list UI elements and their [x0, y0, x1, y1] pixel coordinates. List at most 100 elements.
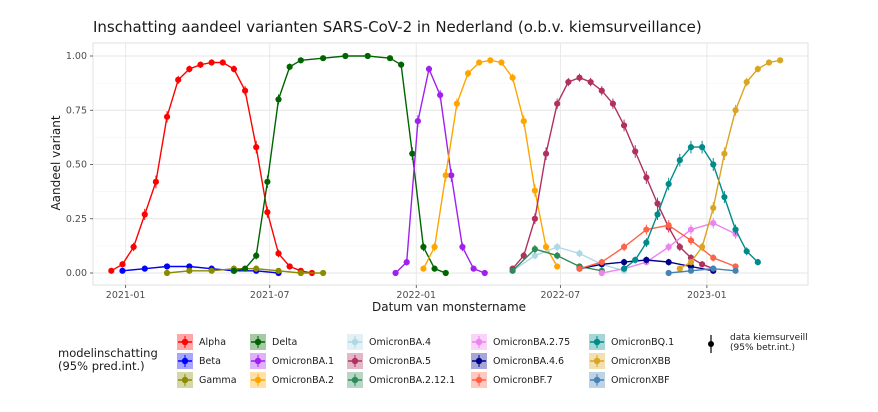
- data-point: [554, 252, 561, 259]
- legend-label: OmicronBA.2.75: [493, 336, 571, 348]
- legend-key: [471, 353, 487, 369]
- data-point: [241, 265, 249, 272]
- y-tick-label: 1.00: [66, 51, 87, 62]
- data-point: [437, 91, 444, 99]
- data-point: [620, 243, 628, 251]
- legend-item: OmicronBA.2: [250, 372, 334, 388]
- data-point: [643, 226, 650, 233]
- data-point: [297, 57, 304, 64]
- legend-item: OmicronBQ.1: [589, 334, 674, 350]
- y-tick-label: 0.00: [66, 268, 87, 279]
- data-point: [487, 57, 494, 64]
- data-point: [230, 65, 238, 73]
- data-point: [163, 113, 171, 120]
- data-point: [442, 172, 449, 179]
- data-point: [687, 267, 695, 274]
- data-point: [654, 200, 661, 207]
- x-axis-title: Datum van monstername: [372, 300, 527, 314]
- data-point: [509, 267, 516, 274]
- legend-item: OmicronBA.2.12.1: [347, 372, 455, 388]
- data-point: [230, 267, 238, 274]
- data-point: [431, 265, 438, 272]
- data-point: [186, 263, 193, 270]
- x-tick-label: 2022-01: [396, 290, 436, 301]
- data-point: [520, 118, 527, 125]
- data-point: [576, 265, 583, 272]
- legend-item: OmicronBA.5: [347, 353, 431, 369]
- legend-key: [177, 334, 193, 350]
- data-point: [643, 174, 650, 181]
- data-point: [665, 180, 672, 188]
- data-point: [620, 265, 628, 272]
- legend-label: OmicronBA.4: [369, 336, 432, 348]
- y-tick-label: 0.25: [66, 214, 87, 225]
- data-point: [676, 265, 683, 272]
- series-line: [579, 224, 736, 270]
- data-point: [119, 267, 126, 274]
- legend-label: Gamma: [199, 374, 237, 386]
- data-point: [163, 269, 171, 277]
- legend-item: OmicronBA.4: [347, 334, 431, 350]
- legend-label: OmicronBF.7: [493, 374, 553, 386]
- data-point: [414, 118, 421, 125]
- legend-item: Gamma: [177, 372, 237, 388]
- data-point: [542, 243, 550, 251]
- legend-item: OmicronBF.7: [471, 372, 553, 388]
- data-point: [598, 87, 605, 94]
- legend-item: Delta: [250, 334, 297, 350]
- data-point: [609, 100, 617, 107]
- data-point: [498, 59, 505, 66]
- legend-item: OmicronBA.4.6: [471, 353, 564, 369]
- data-point: [175, 76, 182, 83]
- data-point: [219, 59, 226, 66]
- data-point: [743, 78, 750, 86]
- data-point: [710, 219, 717, 227]
- data-point: [777, 57, 784, 64]
- data-point: [699, 261, 706, 268]
- data-point: [275, 250, 282, 257]
- data-point: [710, 204, 717, 211]
- data-point: [632, 148, 639, 155]
- data-point: [732, 267, 739, 274]
- data-point: [453, 100, 460, 107]
- data-point: [710, 161, 717, 168]
- x-tick-label: 2022-07: [541, 290, 581, 301]
- data-point: [654, 211, 661, 218]
- legend-key: [347, 353, 363, 369]
- data-point: [420, 265, 427, 272]
- data-point: [721, 150, 728, 157]
- x-tick-label: 2021-07: [250, 290, 290, 301]
- legend-key: [589, 334, 605, 350]
- data-point: [152, 178, 160, 185]
- data-point: [386, 55, 394, 62]
- data-point: [403, 259, 410, 266]
- data-point: [297, 269, 304, 277]
- data-point: [620, 259, 628, 266]
- data-point: [141, 265, 148, 272]
- data-point: [392, 269, 399, 277]
- data-point: [520, 252, 527, 259]
- series-line: [512, 246, 625, 272]
- data-point: [186, 65, 193, 73]
- data-point: [476, 59, 483, 66]
- legend-label: OmicronBA.2.12.1: [369, 374, 456, 386]
- data-point: [241, 87, 249, 94]
- legend-item: Alpha: [177, 334, 226, 350]
- data-point: [275, 267, 282, 274]
- data-point: [743, 248, 750, 255]
- data-point: [554, 243, 561, 251]
- data-point: [687, 237, 695, 244]
- legend-key: [250, 353, 266, 369]
- legend-label: OmicronXBF: [611, 374, 670, 386]
- data-point: [253, 252, 260, 259]
- legend-key: [347, 334, 363, 350]
- data-point: [197, 61, 204, 68]
- data-point: [576, 74, 583, 81]
- series-line: [233, 55, 446, 274]
- legend-key: [471, 372, 487, 388]
- data-point: [448, 172, 455, 179]
- x-tick-label: 2021-01: [106, 290, 146, 301]
- data-point: [732, 226, 739, 233]
